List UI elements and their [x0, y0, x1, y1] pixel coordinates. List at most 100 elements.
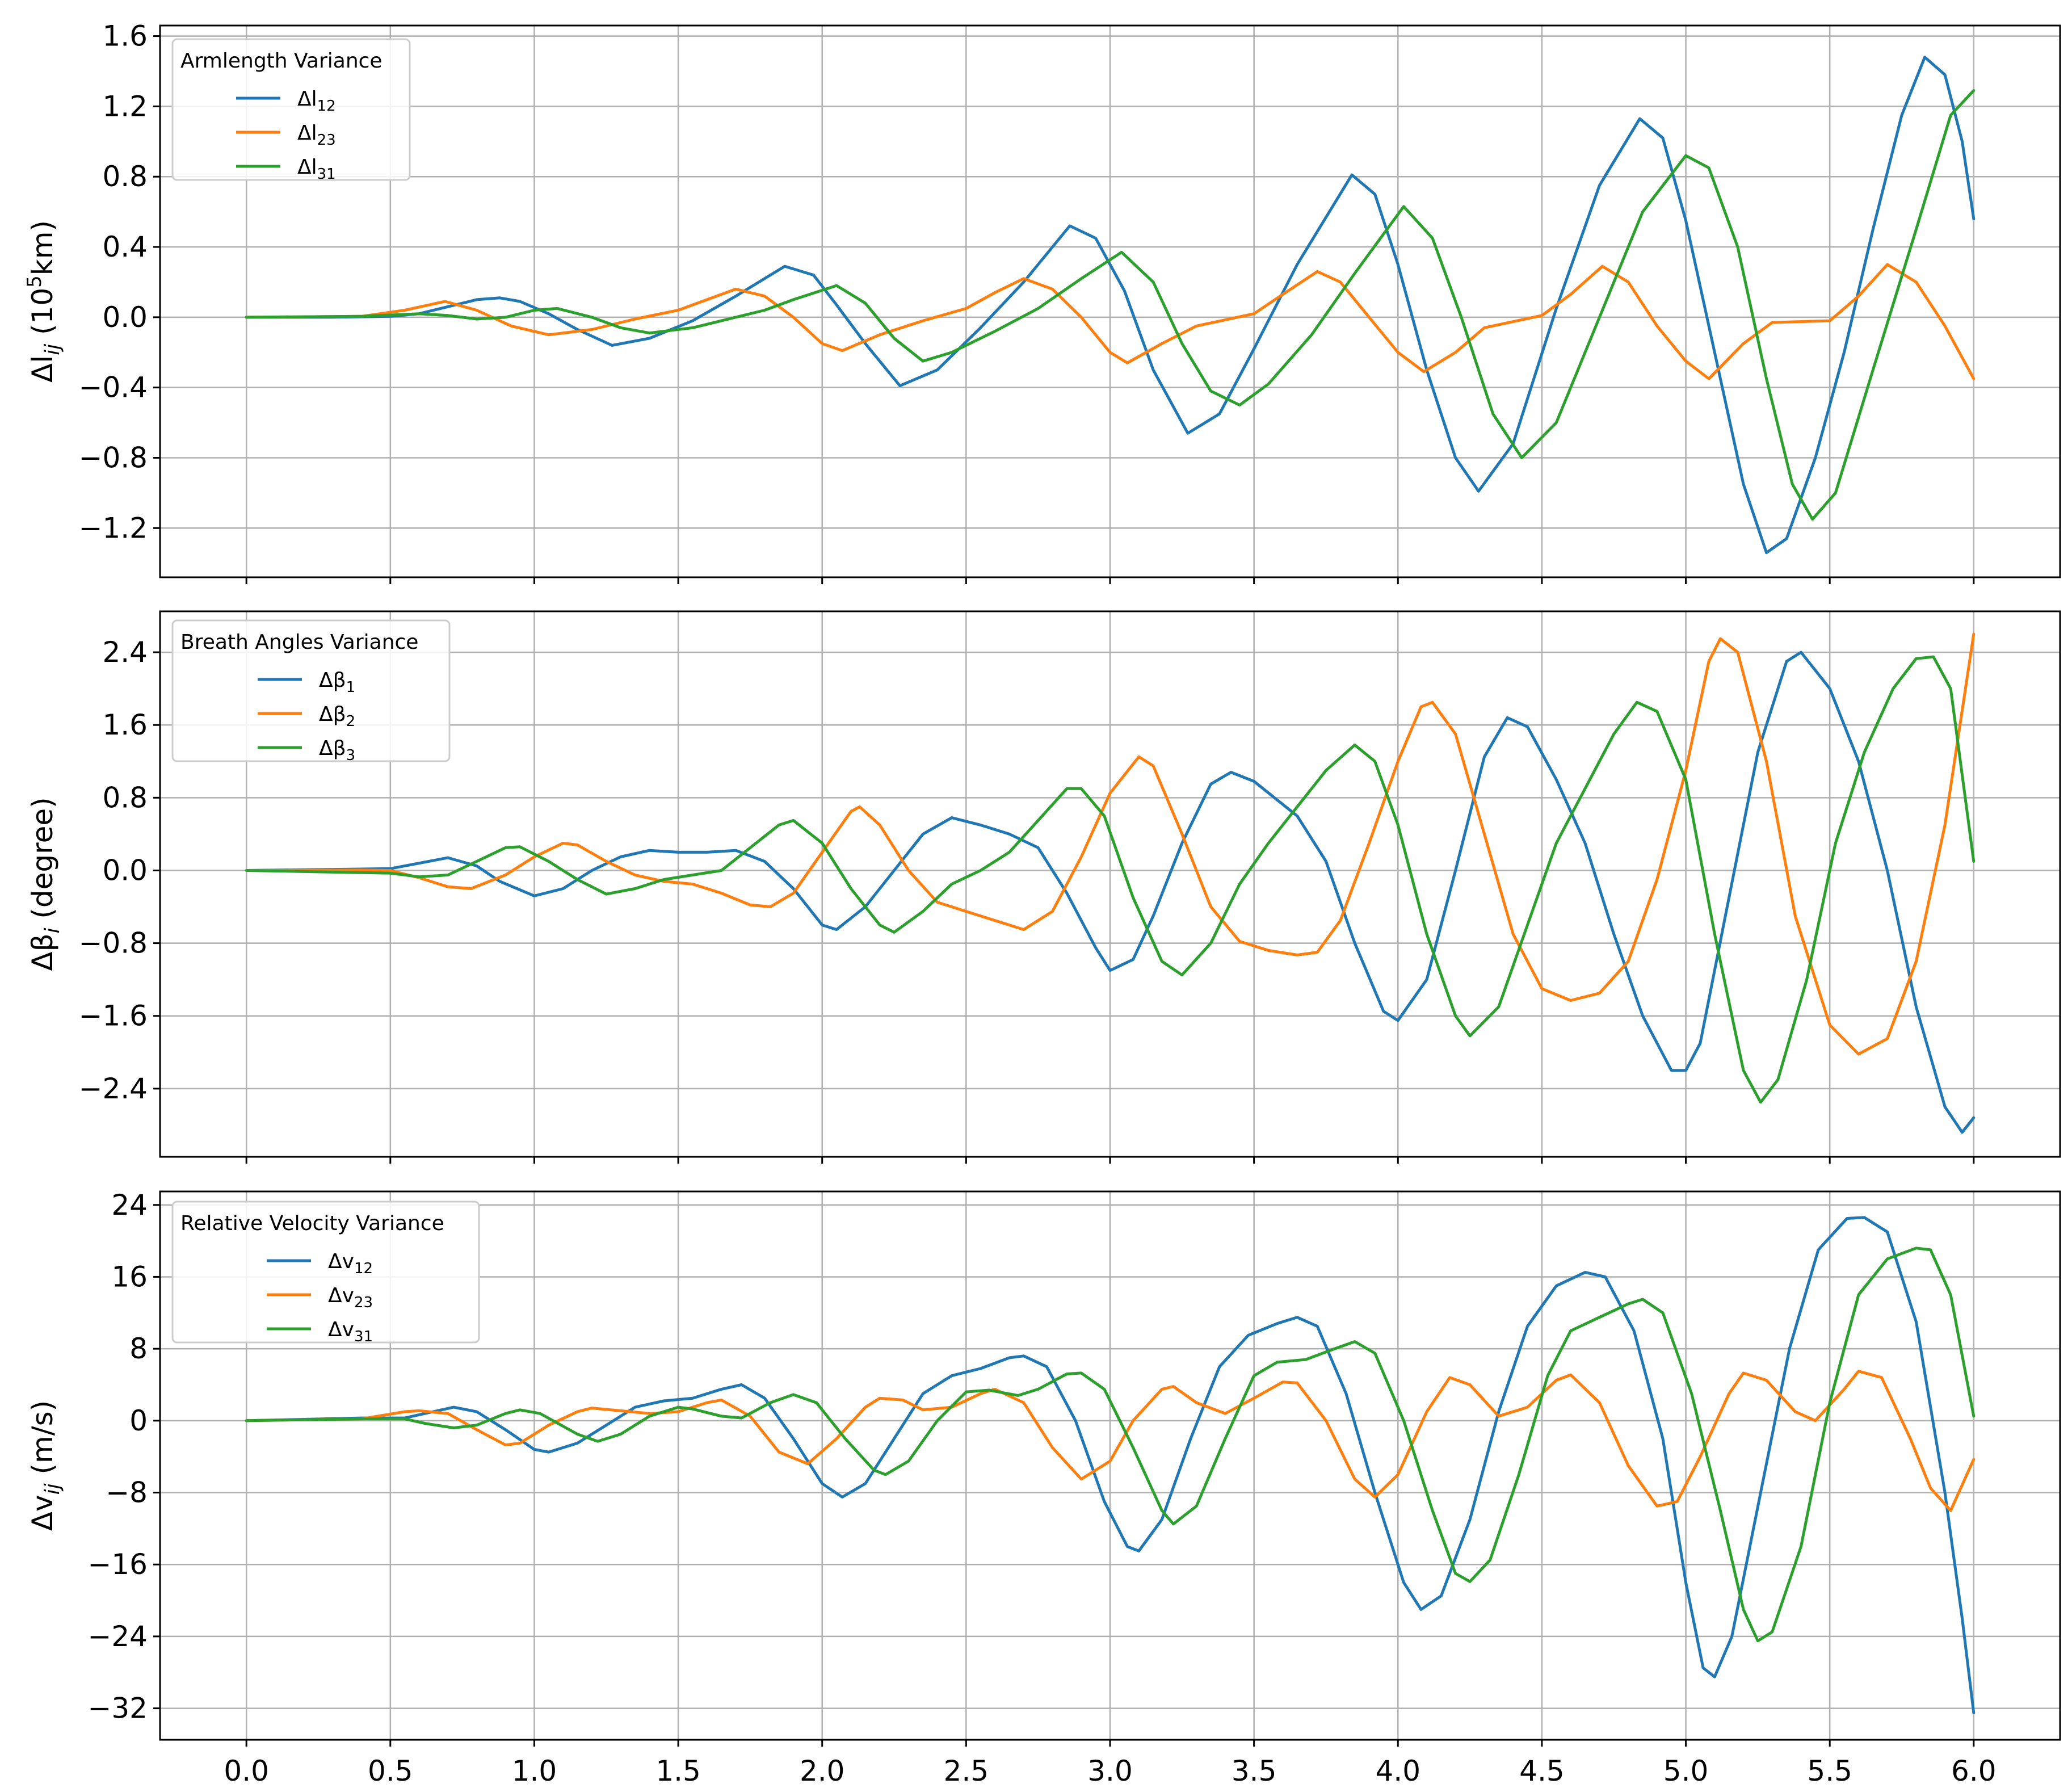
y-tick-label: 2.4 — [102, 636, 148, 669]
legend-entry-sub: 3 — [346, 747, 356, 764]
y-axis-label-main: Δv — [26, 1495, 59, 1531]
x-tick-label: 2.5 — [944, 1755, 989, 1787]
x-tick-label: 1.0 — [512, 1755, 557, 1787]
series-line-2 — [245, 1370, 1976, 1512]
legend-box — [171, 38, 411, 181]
legend-entry-sub: 23 — [354, 1294, 373, 1311]
legend-entry-main: Δl — [297, 87, 317, 111]
legend-entry-sub: 12 — [317, 98, 336, 115]
x-tick-label: 5.0 — [1663, 1755, 1709, 1787]
legend-entry-main: Δβ — [319, 703, 346, 726]
y-tick-label: 0.8 — [102, 160, 148, 193]
legend-entry-sub: 2 — [346, 713, 356, 730]
legend-title: Relative Velocity Variance — [180, 1212, 444, 1235]
y-axis-label-unit: (m/s) — [26, 1400, 59, 1484]
legend-entry-1: Δv12 — [328, 1250, 373, 1277]
legend-entry-main: Δl — [297, 156, 317, 179]
x-tick-label: 0.5 — [368, 1755, 413, 1787]
y-tick-label: 1.6 — [102, 708, 148, 741]
legend-entry-3: Δβ3 — [319, 737, 355, 764]
y-tick-label: −1.6 — [79, 1000, 148, 1033]
y-tick-label: 0 — [129, 1404, 148, 1437]
legend-box — [171, 1201, 480, 1344]
legend-entry-1: Δl12 — [297, 87, 336, 115]
y-axis-label-unit: (10 — [26, 288, 59, 344]
y-tick-label: 0.0 — [102, 301, 148, 334]
y-tick-label: 0.0 — [102, 854, 148, 887]
y-axis-label-sub: ij — [41, 344, 64, 355]
legend-entry-2: Δv23 — [328, 1284, 373, 1311]
x-tick-label: 3.5 — [1232, 1755, 1277, 1787]
plot-frame — [159, 1190, 2061, 1741]
x-tick-label: 0.0 — [224, 1755, 269, 1787]
series-line-3 — [245, 655, 1976, 1104]
series-line-1 — [245, 1216, 1976, 1714]
legend-entry-main: Δv — [328, 1250, 354, 1273]
legend-entry-2: Δβ2 — [319, 703, 355, 730]
y-tick-label: −2.4 — [79, 1072, 148, 1105]
x-tick-label: 5.5 — [1807, 1755, 1852, 1787]
legend-entry-2: Δl23 — [297, 121, 336, 149]
y-axis-label-unit-suffix: km) — [26, 220, 59, 275]
y-tick-label: −16 — [87, 1548, 148, 1581]
y-tick-label: 24 — [111, 1189, 148, 1222]
y-tick-label: −1.2 — [79, 511, 148, 544]
legend-entry-main: Δv — [328, 1284, 354, 1307]
legend-box — [171, 619, 451, 762]
legend-entry-main: Δβ — [319, 737, 346, 760]
y-tick-label: −32 — [87, 1692, 148, 1725]
y-axis-label: Δvij (m/s) — [26, 1400, 64, 1531]
plot-frame — [159, 610, 2061, 1158]
legend-entry-3: Δl31 — [297, 156, 336, 183]
y-axis-label: Δβi (degree) — [26, 797, 64, 971]
x-tick-label: 6.0 — [1951, 1755, 1997, 1787]
legend-entry-sub: 12 — [354, 1260, 373, 1277]
legend-entry-sub: 23 — [317, 132, 336, 149]
legend-entry-main: Δβ — [319, 669, 346, 692]
legend-entry-sub: 1 — [346, 679, 356, 696]
x-tick-label: 3.0 — [1087, 1755, 1133, 1787]
y-tick-label: −0.8 — [79, 442, 148, 475]
y-tick-label: 0.8 — [102, 781, 148, 814]
legend-entry-main: Δv — [328, 1318, 354, 1341]
y-tick-label: 1.6 — [102, 20, 148, 53]
legend-title: Breath Angles Variance — [180, 631, 418, 654]
legend-entry-sub: 31 — [354, 1328, 373, 1345]
y-axis-label-sub: ij — [41, 1483, 64, 1495]
series-line-2 — [245, 632, 1976, 1056]
legend-entry-1: Δβ1 — [319, 669, 355, 696]
y-axis-label-sub: i — [41, 928, 64, 934]
y-axis-label-main: Δβ — [26, 934, 59, 971]
y-tick-label: −0.8 — [79, 927, 148, 960]
series-line-3 — [245, 89, 1976, 521]
legend-entry-sub: 31 — [317, 166, 336, 183]
y-axis-label-main: Δl — [26, 355, 59, 383]
y-tick-label: 0.4 — [102, 230, 148, 263]
y-tick-label: 8 — [129, 1332, 148, 1365]
y-tick-label: 16 — [111, 1260, 148, 1293]
y-axis-label-unit: (degree) — [26, 797, 59, 928]
y-tick-label: 1.2 — [102, 90, 148, 123]
y-axis-label: Δlij (105km) — [23, 220, 64, 383]
legend-title: Armlength Variance — [180, 49, 383, 73]
series-line-3 — [245, 1247, 1976, 1643]
y-axis-label-unit-sup: 5 — [23, 275, 46, 288]
series-line-1 — [245, 651, 1976, 1134]
legend-entry-3: Δv31 — [328, 1318, 373, 1345]
plot-frame — [159, 24, 2061, 578]
legend-entry-main: Δl — [297, 121, 317, 145]
series-line-1 — [245, 56, 1976, 555]
x-tick-label: 2.0 — [800, 1755, 845, 1787]
x-tick-label: 1.5 — [655, 1755, 701, 1787]
x-tick-label: 4.5 — [1519, 1755, 1565, 1787]
series-line-2 — [245, 263, 1976, 380]
y-tick-label: −8 — [106, 1476, 148, 1509]
y-tick-label: −0.4 — [79, 371, 148, 404]
